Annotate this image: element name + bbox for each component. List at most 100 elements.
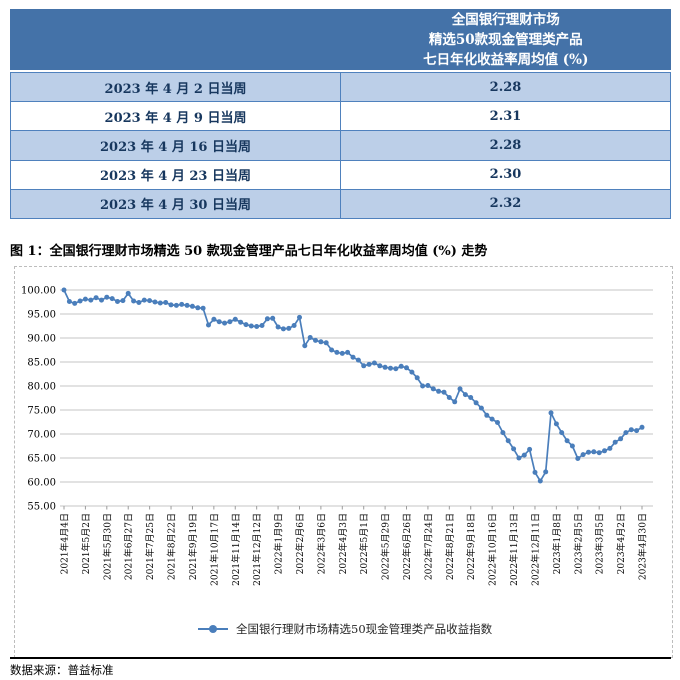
x-axis-label: 2023年2月5日 [572, 513, 584, 574]
x-axis-label: 2021年9月19日 [187, 513, 199, 580]
table-row: 2023 年 4 月 30 日当周 2.32 [11, 188, 670, 218]
x-axis-label: 2021年8月22日 [166, 513, 178, 580]
data-point-marker [93, 295, 99, 301]
data-point-marker [473, 400, 479, 406]
data-point-marker [77, 298, 83, 304]
data-point-marker [495, 420, 500, 425]
data-point-marker [618, 436, 624, 442]
period-cell: 2023 年 4 月 16 日当周 [11, 131, 341, 160]
chart-container: 100.00 95.00 90.00 85.00 80.00 75.00 70.00 65.0… [14, 266, 673, 658]
data-point-marker [553, 421, 559, 427]
data-point-marker [537, 478, 543, 484]
x-axis-label: 2021年7月25日 [144, 513, 156, 580]
x-axis-label: 2023年4月2日 [615, 513, 627, 574]
data-point-marker [628, 427, 634, 433]
legend-marker-icon [209, 625, 217, 633]
data-point-marker [516, 455, 522, 461]
x-axis-label: 2022年2月6日 [294, 513, 306, 574]
data-point-marker [452, 399, 458, 405]
y-axis-label: 55.00 [27, 502, 56, 513]
data-point-marker [104, 294, 110, 300]
data-point-marker [532, 469, 538, 475]
data-point-marker [125, 290, 131, 296]
data-point-marker [259, 323, 265, 328]
data-point-marker [120, 298, 126, 304]
data-point-marker [232, 316, 238, 322]
x-axis-label: 2022年10月16日 [487, 513, 499, 586]
data-point-marker [195, 305, 201, 311]
table-row: 2023 年 4 月 9 日当周 2.31 [11, 101, 670, 131]
data-point-marker [173, 302, 179, 308]
data-point-marker [189, 303, 195, 309]
x-axis-label: 2022年12月11日 [529, 513, 541, 586]
data-point-marker [382, 364, 388, 370]
data-point-marker [569, 443, 575, 449]
trend-chart: 100.00 95.00 90.00 85.00 80.00 75.00 70.00 65.0… [21, 286, 653, 636]
figure-caption: 图 1：全国银行理财市场精选 50 款现金管理产品七日年化收益率周均值 (%) … [10, 244, 488, 259]
data-point-marker [602, 448, 607, 454]
data-point-marker [280, 326, 286, 332]
data-point-marker [350, 354, 356, 360]
data-point-marker [521, 452, 527, 458]
x-axis-label: 2023年1月8日 [551, 513, 563, 574]
data-point-marker [254, 324, 260, 329]
data-point-marker [489, 416, 495, 422]
data-point-marker [238, 319, 244, 325]
x-axis-label: 2022年5月1日 [358, 513, 370, 574]
period-cell: 2023 年 4 月 2 日当周 [11, 73, 341, 102]
x-axis-label: 2022年9月18日 [465, 513, 477, 580]
table-header: 全国银行理财市场精选50款现金管理类产品 七日年化收益率周均值 (%) [10, 9, 671, 70]
data-point-marker [88, 297, 94, 303]
x-axis-label: 2022年3月6日 [315, 513, 327, 574]
data-point-marker [634, 428, 640, 434]
x-axis-label: 2022年7月24日 [422, 513, 434, 580]
table-header-line: 全国银行理财市场 [451, 12, 560, 28]
data-point-marker [141, 297, 147, 303]
data-point-marker [596, 450, 602, 456]
y-axis-label: 80.00 [27, 382, 56, 393]
x-axis-label: 2022年6月26日 [401, 513, 413, 580]
data-point-marker [302, 343, 308, 349]
x-axis-label: 2022年1月9日 [273, 513, 285, 574]
data-point-marker [377, 363, 383, 369]
data-point-marker [409, 369, 415, 375]
value-cell: 2.31 [489, 108, 522, 124]
data-point-marker [99, 297, 104, 303]
weekly-yield-table: 全国银行理财市场精选50款现金管理类产品 七日年化收益率周均值 (%) 2023 … [10, 9, 671, 219]
data-point-marker [297, 314, 302, 320]
data-point-marker [468, 395, 474, 400]
table-header-line: 精选50款现金管理类产品 [428, 32, 583, 48]
table-row: 2023 年 4 月 23 日当周 2.30 [11, 159, 670, 189]
data-point-marker [355, 357, 361, 363]
data-point-marker [275, 324, 281, 330]
data-point-marker [612, 439, 618, 445]
data-point-marker [152, 299, 158, 305]
data-point-marker [318, 339, 324, 345]
y-axis-label: 85.00 [27, 358, 56, 369]
y-axis-label: 100.00 [21, 286, 56, 297]
data-point-marker [323, 340, 329, 346]
x-axis-label: 2022年11月13日 [508, 513, 520, 586]
data-point-marker [398, 363, 404, 369]
table-header-line: 七日年化收益率周均值 (%) [423, 52, 589, 68]
x-axis-label: 2023年3月5日 [594, 513, 606, 574]
data-point-marker [564, 438, 570, 444]
data-point-marker [286, 325, 292, 331]
data-point-marker [371, 360, 377, 366]
data-point-marker [313, 337, 318, 343]
y-axis-label: 95.00 [27, 310, 56, 321]
table-body: 2023 年 4 月 2 日当周 2.28 2023 年 4 月 9 日当周 2.31… [10, 72, 671, 219]
x-axis-label: 2021年10月17日 [208, 513, 220, 586]
data-point-marker [243, 322, 249, 328]
data-point-marker [527, 446, 533, 452]
x-axis-label: 2021年5月2日 [80, 513, 92, 574]
data-point-marker [329, 347, 335, 353]
data-point-marker [66, 299, 72, 304]
data-point-marker [430, 386, 436, 392]
data-point-marker [484, 412, 490, 418]
x-axis-label: 2022年5月29日 [380, 513, 392, 580]
y-axis-label: 60.00 [27, 478, 56, 489]
data-point-marker [511, 446, 517, 452]
data-point-marker [457, 386, 463, 392]
